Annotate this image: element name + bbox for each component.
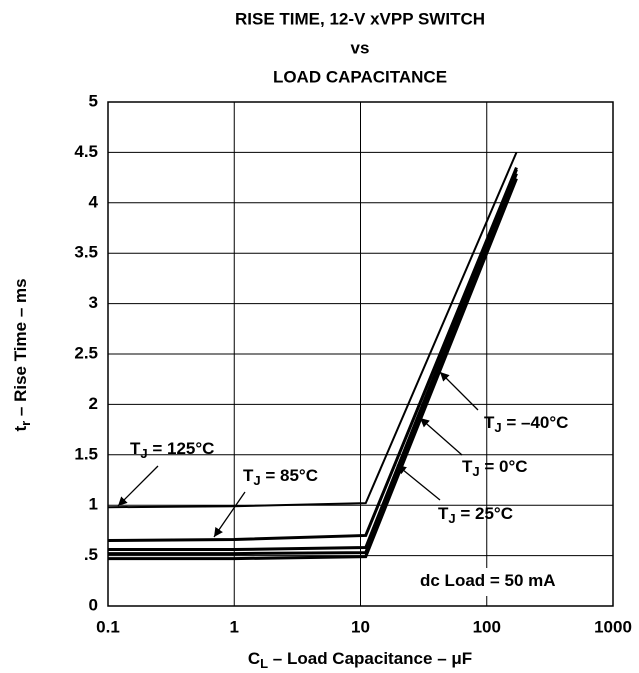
annotation-rest: = 25°C bbox=[456, 504, 513, 523]
y-tick-label: 4 bbox=[89, 192, 99, 211]
annotation-sub: J bbox=[448, 511, 455, 526]
annotation-sub: J bbox=[140, 446, 147, 461]
y-tick-label: 1 bbox=[89, 495, 98, 514]
x-tick-label: 10 bbox=[351, 617, 370, 636]
chart-title: vs bbox=[351, 38, 370, 57]
annotation: TJ = –40°C bbox=[484, 413, 568, 435]
series-line bbox=[108, 168, 518, 552]
x-tick-label: 100 bbox=[473, 617, 501, 636]
annotation-main: T bbox=[484, 413, 495, 432]
annotation-rest: = 125°C bbox=[148, 439, 215, 458]
series-line bbox=[108, 178, 518, 561]
annotation-sub: J bbox=[253, 473, 260, 488]
y-axis-label: tr – Rise Time – ms bbox=[11, 278, 33, 431]
annotation-rest: = 0°C bbox=[480, 457, 528, 476]
annotation-rest: = 85°C bbox=[261, 466, 318, 485]
y-tick-label: 4.5 bbox=[74, 142, 98, 161]
y-tick-label: 3 bbox=[89, 293, 98, 312]
plot-frame bbox=[107, 101, 614, 607]
y-axis-label-rest: – Rise Time – ms bbox=[11, 278, 30, 420]
annotation-main: T bbox=[130, 439, 141, 458]
annotation-main: dc Load = 50 mA bbox=[420, 571, 556, 590]
annotation-sub: J bbox=[472, 464, 479, 479]
x-tick-label: 1 bbox=[230, 617, 239, 636]
x-axis-label-sub: L bbox=[260, 656, 268, 671]
annotation-rest: = –40°C bbox=[502, 413, 569, 432]
y-tick-label: 1.5 bbox=[74, 444, 98, 463]
annotation-main: T bbox=[462, 457, 473, 476]
annotation: TJ = 85°C bbox=[243, 466, 318, 488]
y-tick-label: 0 bbox=[89, 595, 98, 614]
y-tick-label: 3.5 bbox=[74, 243, 98, 262]
y-tick-label: 5 bbox=[89, 91, 98, 110]
annotation: dc Load = 50 mA bbox=[420, 571, 556, 590]
x-tick-label: 1000 bbox=[594, 617, 632, 636]
chart-title: LOAD CAPACITANCE bbox=[273, 67, 447, 86]
x-axis-label-rest: – Load Capacitance – μF bbox=[268, 649, 472, 668]
series-line bbox=[108, 173, 518, 556]
annotation: TJ = 125°C bbox=[130, 439, 214, 461]
x-tick-label: 0.1 bbox=[96, 617, 120, 636]
y-tick-label: .5 bbox=[84, 545, 98, 564]
annotation-sub: J bbox=[494, 420, 501, 435]
y-axis-label-sub: r bbox=[18, 421, 33, 426]
y-axis-label-main: t bbox=[11, 426, 30, 432]
x-axis-label: CL – Load Capacitance – μF bbox=[248, 649, 472, 671]
y-tick-label: 2 bbox=[89, 394, 98, 413]
annotation: TJ = 0°C bbox=[462, 457, 528, 479]
annotation-box bbox=[414, 568, 600, 596]
chart-title: RISE TIME, 12-V xVPP SWITCH bbox=[235, 9, 485, 28]
annotation-main: T bbox=[438, 504, 449, 523]
series-line bbox=[107, 166, 518, 542]
series-line bbox=[107, 152, 518, 509]
arrows bbox=[117, 371, 479, 538]
x-axis-label-main: C bbox=[248, 649, 260, 668]
y-tick-label: 2.5 bbox=[74, 343, 98, 362]
annotation-main: T bbox=[243, 466, 254, 485]
annotation: TJ = 25°C bbox=[438, 504, 513, 526]
